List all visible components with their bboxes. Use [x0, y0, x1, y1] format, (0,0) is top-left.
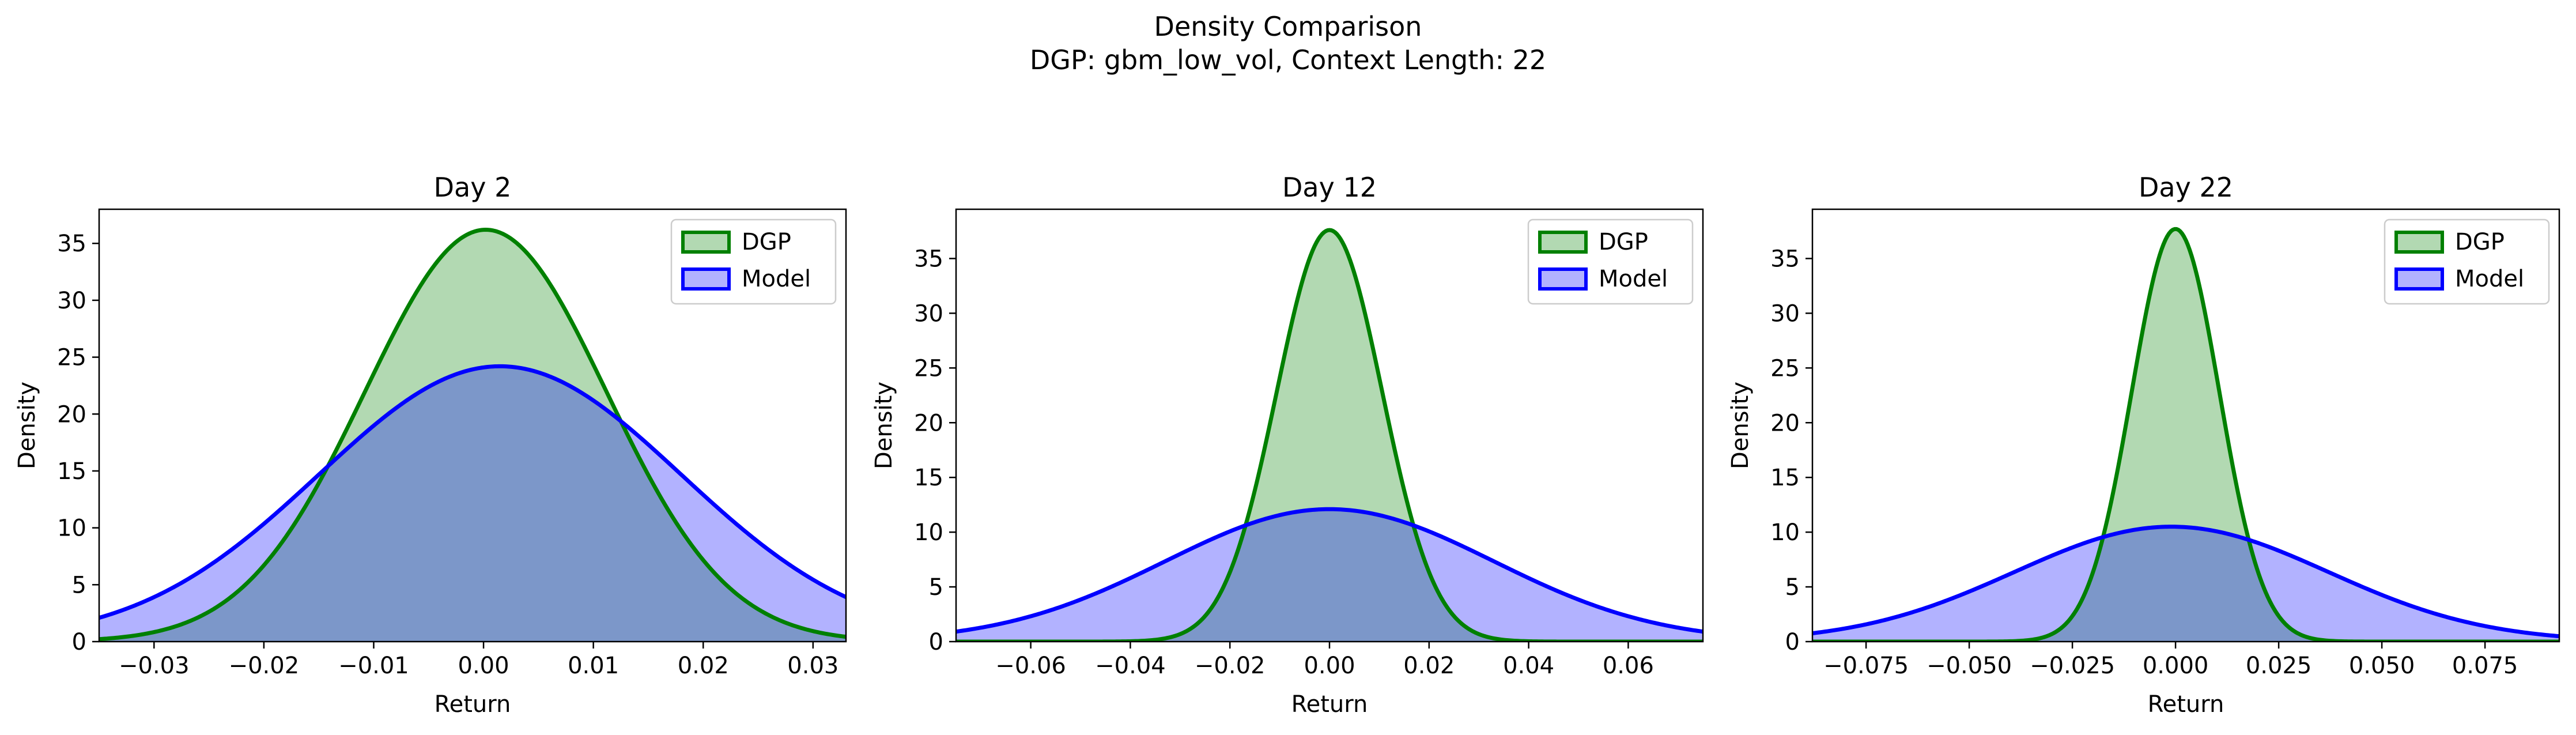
- figure-subtitle: DGP: gbm_low_vol, Context Length: 22: [1030, 44, 1546, 76]
- y-tick-label: 15: [57, 458, 86, 485]
- y-axis-label: Density: [1727, 382, 1754, 469]
- x-tick-label: −0.025: [2030, 653, 2115, 679]
- y-tick-label: 15: [1770, 465, 1800, 491]
- density-area-model: [1812, 526, 2559, 642]
- axes-frame: [98, 208, 847, 643]
- y-tick-label: 30: [57, 288, 86, 314]
- density-line-model: [956, 507, 1703, 634]
- x-axis-label: Return: [1291, 691, 1368, 718]
- x-tick-label: 0.075: [2452, 653, 2518, 679]
- axes-frame: [1811, 208, 2560, 643]
- y-tick-label: 35: [57, 231, 86, 257]
- density-line-model: [1812, 525, 2559, 639]
- legend-label-dgp: DGP: [2455, 229, 2505, 255]
- legend-label-model: Model: [1599, 266, 1668, 292]
- legend: DGP Model: [1527, 218, 1694, 305]
- y-tick-label: 30: [914, 300, 943, 327]
- density-area-model: [99, 366, 846, 642]
- y-tick-label: 0: [1785, 629, 1800, 655]
- y-tick-label: 25: [1770, 355, 1800, 382]
- x-tick-label: −0.06: [995, 653, 1066, 679]
- legend-swatch-model: [2394, 267, 2444, 291]
- y-tick-label: 20: [1770, 410, 1800, 436]
- x-tick-label: −0.03: [119, 653, 190, 679]
- plot-area: [99, 228, 846, 642]
- density-line-dgp: [1812, 227, 2559, 642]
- x-tick-label: 0.025: [2246, 653, 2312, 679]
- legend-label-model: Model: [742, 266, 811, 292]
- y-tick-label: 10: [914, 519, 943, 546]
- x-tick-label: −0.04: [1095, 653, 1166, 679]
- legend-box: [2384, 218, 2550, 305]
- x-tick-label: 0.01: [568, 653, 619, 679]
- legend-swatch-model: [681, 267, 731, 291]
- legend-box: [670, 218, 837, 305]
- x-tick-label: 0.03: [787, 653, 838, 679]
- legend-swatch-dgp: [681, 231, 731, 254]
- x-tick-label: 0.04: [1503, 653, 1554, 679]
- plot-area: [1812, 227, 2559, 642]
- x-tick-label: −0.02: [1195, 653, 1266, 679]
- y-tick-label: 35: [914, 246, 943, 272]
- legend-label-dgp: DGP: [742, 229, 791, 255]
- x-tick-label: −0.02: [229, 653, 300, 679]
- y-tick-label: 15: [914, 465, 943, 491]
- legend-label-dgp: DGP: [1599, 229, 1648, 255]
- y-tick-label: 25: [914, 355, 943, 382]
- legend-swatch-model: [1538, 267, 1588, 291]
- legend-swatch-dgp: [2394, 231, 2444, 254]
- y-tick-label: 5: [1785, 574, 1800, 601]
- y-tick-label: 35: [1770, 246, 1800, 272]
- x-tick-label: −0.01: [338, 653, 409, 679]
- y-tick-label: 10: [57, 515, 86, 542]
- x-tick-label: 0.06: [1603, 653, 1654, 679]
- density-area-dgp: [1812, 229, 2559, 642]
- x-axis-label: Return: [2148, 691, 2224, 718]
- legend-label-model: Model: [2455, 266, 2524, 292]
- density-line-model: [99, 364, 846, 620]
- y-axis-label: Density: [871, 382, 897, 469]
- y-tick-label: 30: [1770, 300, 1800, 327]
- figure-title: Density Comparison: [1154, 11, 1422, 42]
- y-tick-label: 0: [929, 629, 943, 655]
- subplot-day-12: −0.06 −0.04 −0.02 0.00 0.02 0.04 0.06 0 5 10 15 20 2…: [871, 172, 1704, 718]
- subplot-title: Day 12: [1282, 172, 1377, 203]
- y-tick-label: 25: [57, 345, 86, 371]
- x-tick-label: −0.050: [1927, 653, 2012, 679]
- legend-box: [1527, 218, 1694, 305]
- x-tick-label: 0.000: [2143, 653, 2209, 679]
- y-tick-label: 5: [72, 572, 86, 598]
- x-tick-label: 0.00: [458, 653, 509, 679]
- y-tick-label: 20: [57, 401, 86, 428]
- subplot-title: Day 22: [2139, 172, 2233, 203]
- x-tick-label: 0.02: [678, 653, 729, 679]
- legend: DGP Model: [670, 218, 837, 305]
- y-tick-label: 20: [914, 410, 943, 436]
- subplot-day-22: −0.075 −0.050 −0.025 0.000 0.025 0.050 0.075 0 5…: [1727, 172, 2560, 718]
- y-tick-label: 0: [72, 629, 86, 655]
- legend: DGP Model: [2384, 218, 2550, 305]
- x-axis-label: Return: [435, 691, 511, 718]
- subplot-title: Day 2: [434, 172, 512, 203]
- x-tick-label: −0.075: [1823, 653, 1909, 679]
- x-tick-label: 0.00: [1304, 653, 1355, 679]
- legend-swatch-dgp: [1538, 231, 1588, 254]
- subplot-day-2: −0.03 −0.02 −0.01 0.00 0.01 0.02 0.03 0 5 10 15 20 2…: [14, 172, 847, 718]
- y-tick-label: 10: [1770, 519, 1800, 546]
- density-area-model: [956, 509, 1703, 642]
- density-area-dgp: [956, 230, 1703, 642]
- y-axis-label: Density: [14, 382, 40, 469]
- x-tick-label: 0.02: [1403, 653, 1455, 679]
- y-tick-label: 5: [929, 574, 943, 601]
- density-line-dgp: [99, 228, 846, 642]
- x-tick-label: 0.050: [2349, 653, 2415, 679]
